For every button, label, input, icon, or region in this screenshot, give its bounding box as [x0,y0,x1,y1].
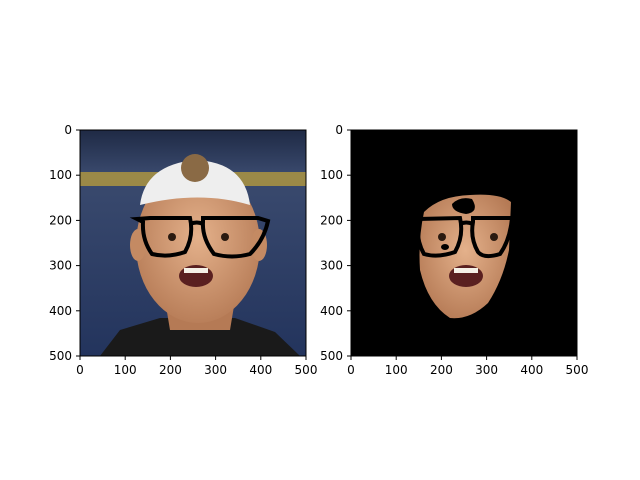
right-teeth [454,268,478,273]
left-ear-left [130,229,146,261]
left-x-tick-label: 200 [159,363,182,377]
left-y-tick-label: 300 [49,259,72,273]
right-x-tick-label: 300 [475,363,498,377]
left-eye-left [168,233,176,241]
left-hair-tuft [181,154,209,182]
left-y-tick-label: 500 [49,349,72,363]
left-shirt [100,318,300,356]
right-x-tick-label: 500 [566,363,589,377]
right-y-tick-label: 200 [320,213,343,227]
left-face [136,167,260,323]
right-glasses [415,215,515,259]
right-eye-right [490,233,498,241]
left-axes-ticks: 0 100 200 300 400 500 0 100 200 300 400 500 [49,123,317,377]
right-hole-top [452,198,475,214]
left-y-tick-label: 0 [64,123,72,137]
left-x-tick-label: 0 [76,363,84,377]
right-axes-ticks: 0 100 200 300 400 500 0 100 200 300 400 500 [320,123,588,377]
right-y-tick-label: 500 [320,349,343,363]
left-image-panel [80,130,306,356]
right-hole-left [441,244,449,250]
right-eye-left [438,233,446,241]
right-axes-frame [350,129,578,357]
right-x-tick-label: 200 [430,363,453,377]
left-x-tick-label: 300 [204,363,227,377]
left-x-tick-label: 400 [249,363,272,377]
left-eye-right [221,233,229,241]
right-y-tick-label: 300 [320,259,343,273]
right-image-panel [351,130,577,356]
left-y-tick-label: 400 [49,304,72,318]
left-x-tick-label: 100 [114,363,137,377]
left-x-tick-label: 500 [295,363,318,377]
left-y-tick-label: 200 [49,213,72,227]
right-x-tick-label: 0 [347,363,355,377]
left-glasses [129,216,271,259]
left-teeth [184,268,208,273]
left-axes-frame [79,129,307,357]
right-y-tick-label: 400 [320,304,343,318]
right-y-tick-label: 0 [335,123,343,137]
right-x-tick-label: 100 [385,363,408,377]
right-x-tick-label: 400 [520,363,543,377]
right-y-tick-label: 100 [320,168,343,182]
left-y-tick-label: 100 [49,168,72,182]
left-cap [140,160,250,205]
right-face-segment [419,194,511,319]
